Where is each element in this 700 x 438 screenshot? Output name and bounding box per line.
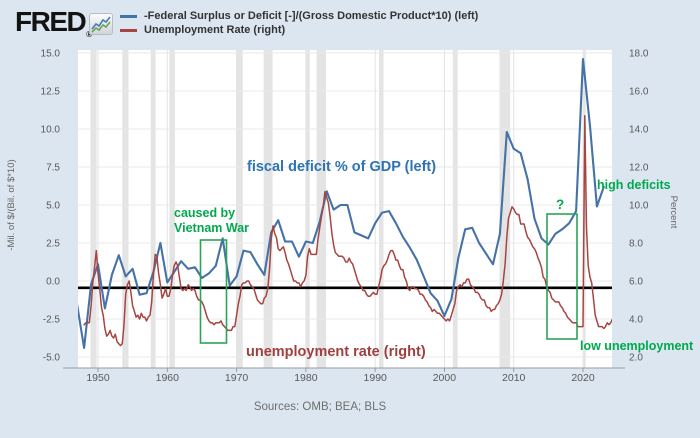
vietnam-war-box [199, 239, 228, 344]
caused-by-text-line2: Vietnam War [174, 221, 249, 235]
left-axis-title: -Mil. of $/(Bil. of $*10) [6, 159, 17, 250]
legend-label-unemployment: Unemployment Rate (right) [144, 24, 286, 36]
recession-band [169, 50, 175, 368]
fred-logo-text: FRED [15, 6, 87, 37]
left-axis-tick-label: 2.5 [46, 239, 60, 250]
fred-logo-chart-icon [89, 13, 113, 35]
recession-band [499, 50, 511, 368]
legend-line-swatch-deficit [120, 14, 137, 18]
registered-trademark-icon: ® [86, 30, 93, 39]
x-axis-tick-label: 1980 [294, 372, 318, 384]
left-axis-tick-label: 0.0 [46, 277, 60, 288]
deficit-line[interactable] [77, 58, 605, 349]
legend-item-deficit: -Federal Surplus or Deficit [-]/(Gross D… [120, 9, 478, 23]
left-axis-tick-label: 10.0 [41, 125, 61, 136]
right-axis-tick-label: 6.0 [629, 277, 643, 288]
right-axis-tick-label: 2.0 [629, 353, 643, 364]
caused-by-text-line1: caused by [174, 206, 235, 220]
chart-legend: -Federal Surplus or Deficit [-]/(Gross D… [120, 9, 478, 37]
left-axis-tick-label: 7.5 [46, 163, 60, 174]
left-axis-tick-label: -5.0 [43, 353, 61, 364]
recession-band [305, 50, 310, 368]
x-axis-tick-label: 2010 [502, 372, 526, 384]
x-axis-tick-label: 1990 [364, 372, 388, 384]
recession-band [236, 50, 243, 368]
right-axis-tick-label: 14.0 [629, 125, 649, 136]
x-axis-tick-label: 1950 [86, 372, 110, 384]
recession-band [150, 50, 156, 368]
fiscal-deficit-label: fiscal deficit % of GDP (left) [247, 159, 436, 175]
recession-band [452, 50, 458, 368]
left-axis-tick-label: 12.5 [41, 87, 61, 98]
low-unemployment-text: low unemployment [580, 339, 694, 353]
question-box [546, 213, 578, 340]
left-axis-tick-label: 5.0 [46, 201, 60, 212]
legend-line-swatch-unemployment [120, 28, 137, 32]
x-axis-tick-label: 1970 [225, 372, 249, 384]
x-axis-tick-label: 1960 [156, 372, 180, 384]
right-axis-tick-label: 8.0 [629, 239, 643, 250]
x-axis-tick-label: 2000 [433, 372, 457, 384]
right-axis-title: Percent [668, 196, 679, 229]
right-axis-tick-label: 12.0 [629, 163, 649, 174]
right-axis-tick-label: 16.0 [629, 87, 649, 98]
recession-band [379, 50, 384, 368]
right-axis-tick-label: 10.0 [629, 201, 649, 212]
question-mark-text: ? [556, 197, 564, 212]
left-axis-tick-label: 15.0 [41, 49, 61, 60]
unemployment-rate-label: unemployment rate (right) [246, 344, 426, 360]
legend-item-unemployment: Unemployment Rate (right) [120, 23, 478, 37]
high-deficits-text: high deficits [597, 178, 671, 192]
right-axis-tick-label: 18.0 [629, 49, 649, 60]
right-axis-tick-label: 4.0 [629, 315, 643, 326]
recession-band [316, 50, 326, 368]
unemployment-line[interactable] [83, 114, 612, 347]
legend-label-deficit: -Federal Surplus or Deficit [-]/(Gross D… [144, 10, 479, 22]
sources-text: Sources: OMB; BEA; BLS [253, 401, 387, 413]
x-axis-tick-label: 2020 [571, 372, 595, 384]
recession-band [122, 50, 129, 368]
recession-band [263, 50, 273, 368]
recession-band [90, 50, 97, 368]
left-axis-tick-label: -2.5 [43, 315, 61, 326]
fred-logo: FRED® [15, 6, 93, 48]
